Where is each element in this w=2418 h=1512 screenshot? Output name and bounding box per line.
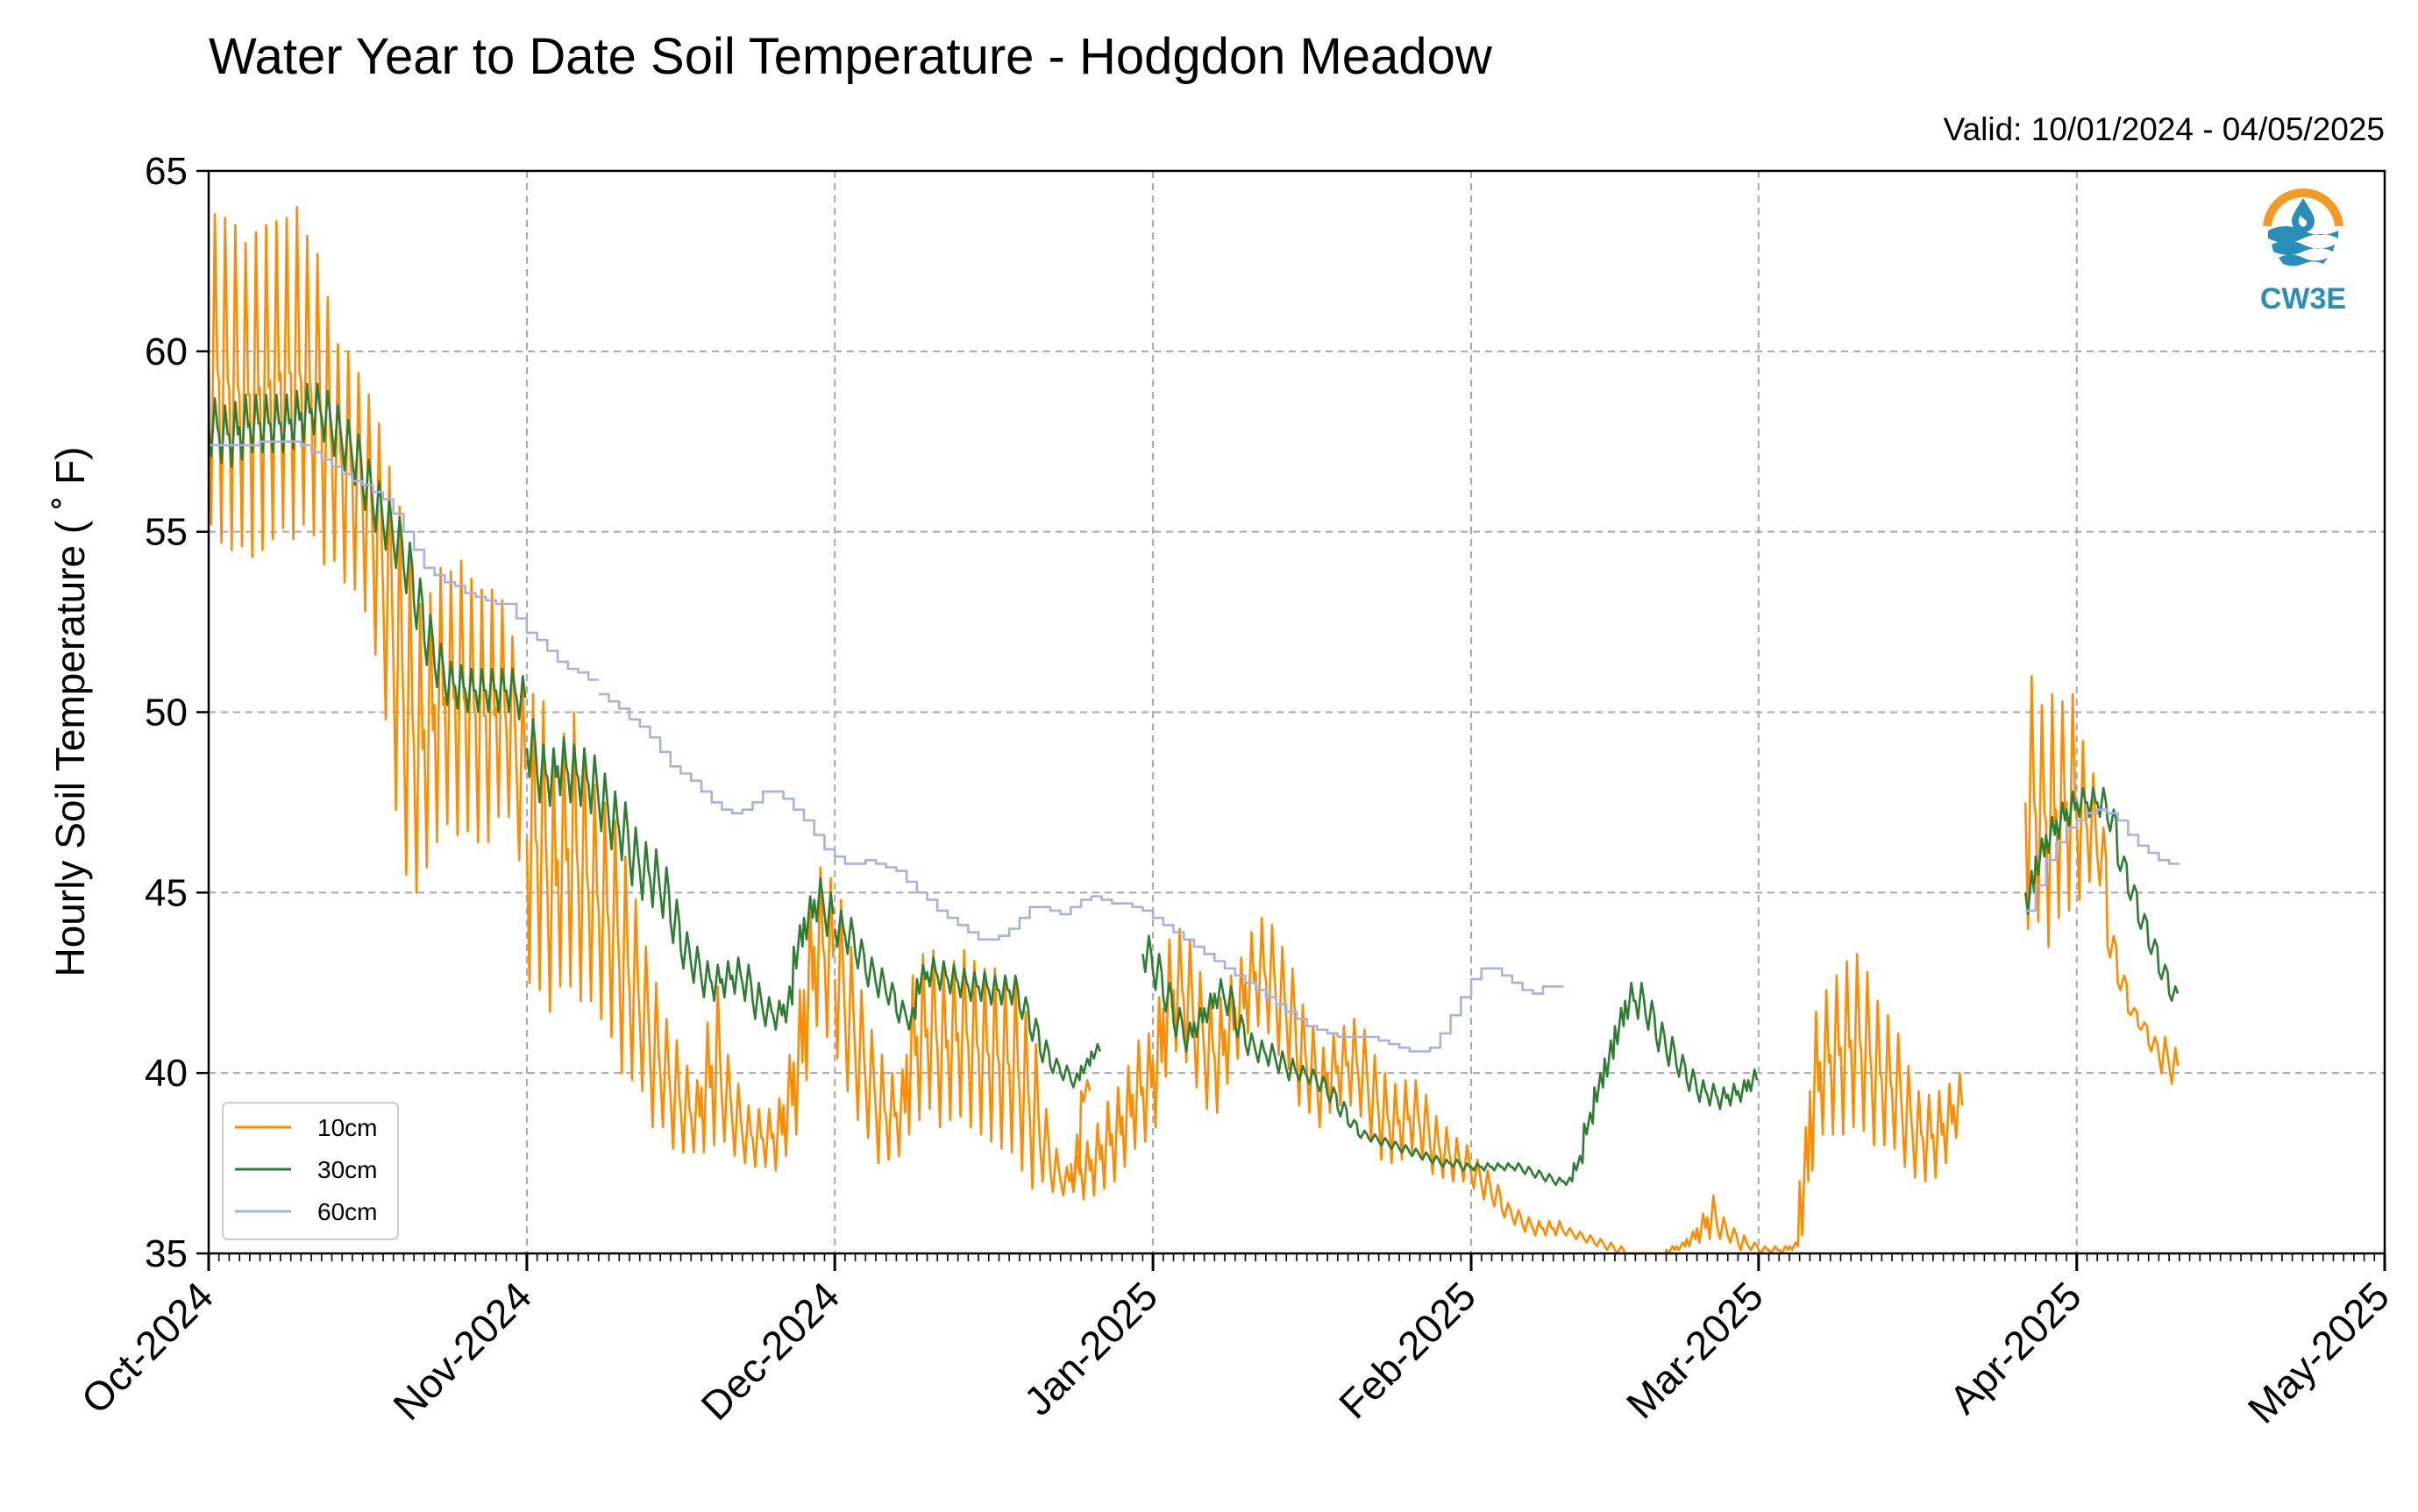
y-tick-label: 55 (145, 511, 188, 554)
cw3e-logo: CW3E (2260, 188, 2346, 316)
series-line-segment (209, 440, 599, 681)
legend: 10cm 30cm 60cm (222, 1102, 399, 1240)
series-line-segment (2023, 675, 2180, 1085)
series-line-segment (2023, 786, 2180, 1003)
series-line-segment (1070, 916, 1964, 1255)
series-60cm (209, 440, 2180, 1053)
y-axis: 35 40 45 50 55 60 65 (145, 150, 209, 1275)
y-tick-label: 60 (145, 330, 188, 373)
legend-label: 10cm (317, 1114, 377, 1141)
valid-date-range: Valid: 10/01/2024 - 04/05/2025 (1944, 111, 2385, 147)
series-line-segment (525, 718, 835, 1032)
series-line-segment (2025, 808, 2180, 912)
series-line-segment (207, 205, 527, 894)
series-line-segment (833, 909, 1102, 1089)
series-line-segment (598, 692, 1564, 1053)
series-lines (207, 205, 2180, 1255)
y-axis-label: Hourly Soil Temperature ( ˚ F) (47, 447, 93, 977)
chart-title: Water Year to Date Soil Temperature - Ho… (209, 28, 1493, 85)
y-tick-label: 45 (145, 871, 188, 914)
y-tick-label: 65 (145, 150, 188, 193)
y-tick-label: 35 (145, 1232, 188, 1275)
y-tick-label: 50 (145, 692, 188, 735)
series-line-segment (525, 692, 835, 1172)
y-tick-label: 40 (145, 1052, 188, 1095)
legend-label: 30cm (317, 1156, 377, 1183)
legend-box (222, 1102, 399, 1240)
series-line-segment (833, 898, 1092, 1197)
legend-label: 60cm (317, 1198, 377, 1225)
legend-entries: 10cm 30cm 60cm (235, 1114, 377, 1225)
cw3e-logo-text: CW3E (2260, 282, 2346, 316)
series-10cm (207, 205, 2180, 1255)
series-line-segment (1141, 934, 1759, 1187)
cw3e-logo-icon (2260, 188, 2346, 270)
